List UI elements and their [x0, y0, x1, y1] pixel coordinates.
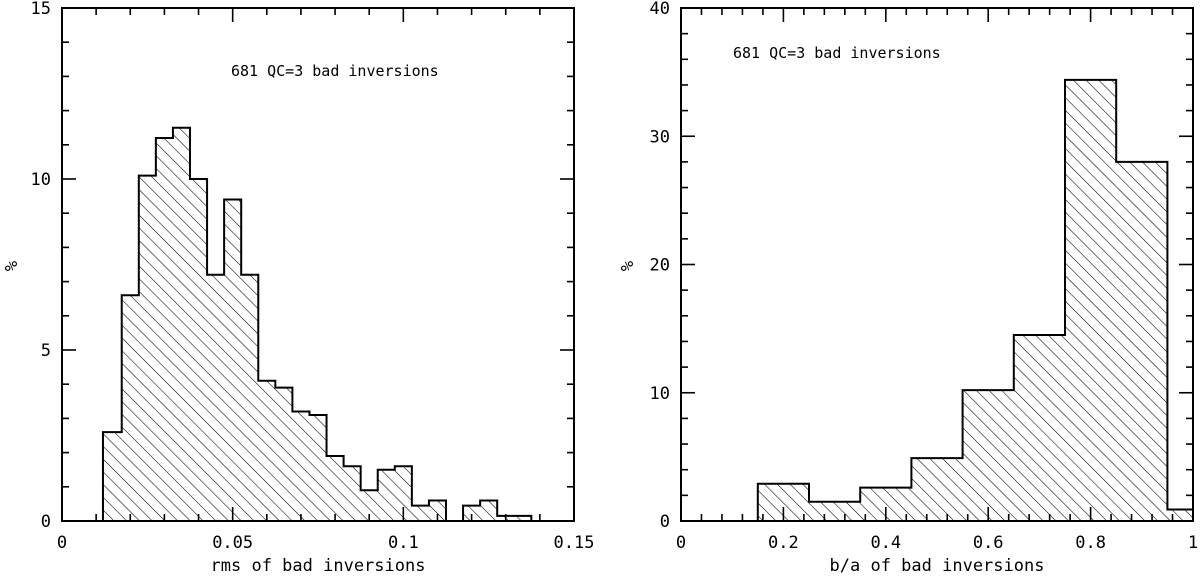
rms-bin-4 [172, 127, 190, 521]
rms-bin-15 [360, 490, 378, 521]
rms-ytick-label: 10 [31, 170, 51, 190]
rms-bin-17 [394, 466, 412, 521]
ba-bin-8 [1167, 509, 1193, 521]
rms-bin-8 [241, 274, 259, 521]
rms-bin-7 [224, 199, 242, 521]
ba-bin-1 [809, 501, 861, 521]
rms-bin-12 [309, 414, 327, 521]
rms-bin-10 [275, 387, 293, 521]
ba-bin-4 [962, 390, 1014, 521]
ba-bin-3 [911, 458, 963, 521]
ba-annotation: 681 QC=3 bad inversions [733, 44, 941, 62]
ba-histogram-bars [757, 79, 1193, 521]
ba-xtick-label: 0.4 [870, 533, 901, 553]
ba-ytick-label: 10 [650, 384, 670, 404]
rms-bin-11 [292, 411, 310, 521]
ba-xtick-label: 0.2 [768, 533, 799, 553]
rms-xtick-label: 0.1 [388, 533, 419, 553]
rms-xtick-label: 0 [57, 533, 67, 553]
ba-bin-7 [1116, 161, 1168, 521]
ba-xtick-label: 0 [676, 533, 686, 553]
rms-bin-5 [190, 179, 208, 521]
rms-bin-9 [258, 380, 276, 521]
rms-bin-18 [411, 505, 429, 521]
rms-plot-frame [61, 7, 575, 522]
rms-bin-3 [155, 137, 173, 521]
ba-bin-5 [1013, 335, 1065, 521]
ba-xtick-label: 0.6 [973, 533, 1004, 553]
ba-xtick-label: 0.8 [1075, 533, 1106, 553]
rms-bin-21 [463, 505, 481, 521]
rms-xtick-label: 0.15 [554, 533, 595, 553]
ba-ytick-label: 0 [660, 512, 670, 532]
rms-histogram-bars [102, 127, 532, 521]
rms-axis-ticks: 0 0.05 0.1 0.15 0 5 10 15 [31, 0, 595, 553]
rms-ytick-label: 5 [41, 341, 51, 361]
ba-xtick-label: 1 [1188, 533, 1198, 553]
rms-bin-1 [121, 295, 139, 521]
ba-histogram-outline [756, 78, 1194, 521]
rms-ytick-label: 15 [31, 0, 51, 19]
ba-y-axis-label: % [618, 261, 638, 271]
rms-ytick-label: 0 [41, 512, 51, 532]
rms-annotation: 681 QC=3 bad inversions [231, 62, 439, 80]
rms-histogram-panel: 0 0.05 0.1 0.15 0 5 10 15 681 QC=3 bad inversio… [2, 0, 594, 576]
rms-bin-14 [343, 466, 361, 521]
ba-ytick-label: 30 [650, 127, 670, 147]
rms-bin-24 [514, 515, 532, 521]
rms-x-axis-label: rms of bad inversions [211, 556, 426, 576]
rms-bin-16 [377, 469, 395, 521]
ba-bin-6 [1065, 79, 1117, 521]
rms-bin-13 [326, 456, 344, 521]
ba-x-axis-label: b/a of bad inversions [830, 556, 1045, 576]
rms-bin-0 [102, 432, 122, 521]
rms-bin-22 [480, 500, 498, 521]
rms-bin-6 [207, 274, 225, 521]
ba-ytick-label: 40 [650, 0, 670, 19]
rms-bin-19 [428, 500, 446, 521]
rms-xtick-label: 0.05 [212, 533, 253, 553]
ba-ytick-label: 20 [650, 256, 670, 276]
rms-bin-2 [138, 175, 156, 521]
rms-y-axis-label: % [2, 261, 22, 271]
